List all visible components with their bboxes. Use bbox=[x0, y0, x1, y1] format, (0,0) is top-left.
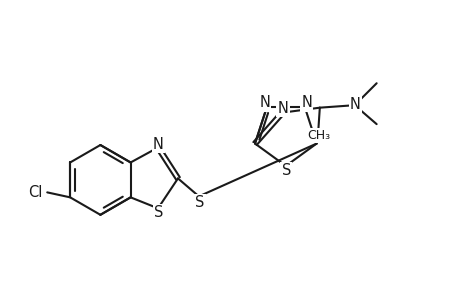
Text: N: N bbox=[259, 95, 269, 110]
Text: S: S bbox=[153, 205, 163, 220]
Text: S: S bbox=[195, 195, 204, 210]
Text: S: S bbox=[281, 163, 291, 178]
Text: N: N bbox=[277, 101, 288, 116]
Text: CH₃: CH₃ bbox=[306, 129, 329, 142]
Text: N: N bbox=[153, 136, 163, 152]
Text: N: N bbox=[349, 97, 360, 112]
Text: Cl: Cl bbox=[28, 185, 42, 200]
Text: N: N bbox=[301, 95, 312, 110]
